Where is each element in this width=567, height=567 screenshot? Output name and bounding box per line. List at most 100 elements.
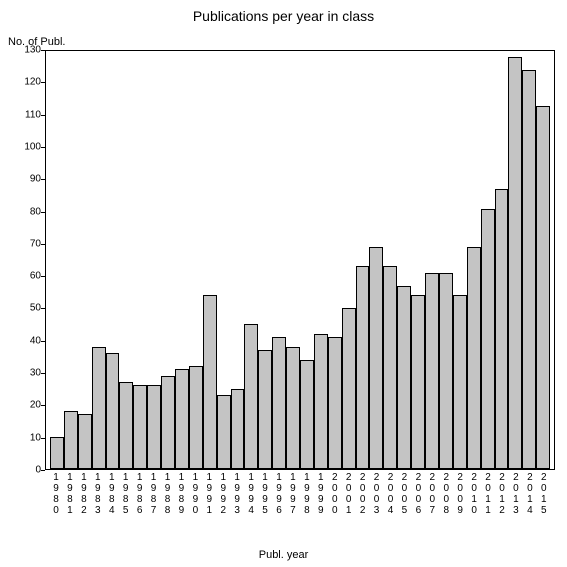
x-tick-label: 1991 (202, 470, 216, 530)
bar (64, 411, 78, 469)
bar-slot (522, 51, 536, 469)
bar (411, 295, 425, 469)
bar-slot (356, 51, 370, 469)
y-tick-label: 50 (30, 303, 41, 314)
bar-slot (217, 51, 231, 469)
bar (189, 366, 203, 469)
x-tick-label: 2010 (467, 470, 481, 530)
bars-group (46, 51, 554, 469)
bar-slot (231, 51, 245, 469)
bar-slot (161, 51, 175, 469)
x-tick-label: 2013 (509, 470, 523, 530)
x-tick-label: 2007 (425, 470, 439, 530)
bar (106, 353, 120, 469)
bar (328, 337, 342, 469)
bar-slot (369, 51, 383, 469)
x-tick-label: 2015 (537, 470, 551, 530)
bar (147, 385, 161, 469)
x-tick-label: 2004 (384, 470, 398, 530)
bar (133, 385, 147, 469)
y-tick-label: 20 (30, 400, 41, 411)
bar (272, 337, 286, 469)
x-tick-label: 1987 (147, 470, 161, 530)
x-tick-label: 2000 (328, 470, 342, 530)
x-tick-label: 1998 (300, 470, 314, 530)
x-tick-label: 1983 (91, 470, 105, 530)
x-tick-label: 2006 (411, 470, 425, 530)
bar (78, 414, 92, 469)
bar (244, 324, 258, 469)
x-tick-label: 1984 (105, 470, 119, 530)
bar (175, 369, 189, 469)
plot-area (45, 50, 555, 470)
bar-slot (189, 51, 203, 469)
bar-slot (147, 51, 161, 469)
bar-slot (133, 51, 147, 469)
bar-slot (244, 51, 258, 469)
x-tick-label: 2005 (397, 470, 411, 530)
x-tick-label: 2008 (439, 470, 453, 530)
bar-slot (397, 51, 411, 469)
bar-slot (342, 51, 356, 469)
bar (342, 308, 356, 469)
bar-slot (508, 51, 522, 469)
bar-slot (383, 51, 397, 469)
bar (300, 360, 314, 469)
bar (119, 382, 133, 469)
x-tick-label: 1995 (258, 470, 272, 530)
y-tick-label: 30 (30, 368, 41, 379)
y-tick-label: 80 (30, 206, 41, 217)
x-tick-label: 1997 (286, 470, 300, 530)
bar-slot (425, 51, 439, 469)
x-tick-label: 1980 (49, 470, 63, 530)
bar-slot (50, 51, 64, 469)
y-tick-label: 60 (30, 271, 41, 282)
bar-slot (258, 51, 272, 469)
bar-slot (536, 51, 550, 469)
x-tick-label: 1990 (188, 470, 202, 530)
bar (203, 295, 217, 469)
bar-slot (495, 51, 509, 469)
y-ticks: 0102030405060708090100110120130 (0, 50, 45, 470)
bar (217, 395, 231, 469)
bar (356, 266, 370, 469)
x-tick-label: 1986 (133, 470, 147, 530)
bar-slot (272, 51, 286, 469)
bar (383, 266, 397, 469)
bar-slot (467, 51, 481, 469)
x-tick-label: 2012 (495, 470, 509, 530)
x-tick-label: 2009 (453, 470, 467, 530)
bar (92, 347, 106, 469)
bar-slot (439, 51, 453, 469)
bar-slot (78, 51, 92, 469)
bar (231, 389, 245, 469)
bar-slot (481, 51, 495, 469)
x-ticks: 1980198119821983198419851986198719881989… (45, 470, 555, 530)
bar (439, 273, 453, 469)
bar (314, 334, 328, 469)
x-axis-label: Publ. year (0, 549, 567, 561)
x-tick-label: 1985 (119, 470, 133, 530)
x-tick-label: 1981 (63, 470, 77, 530)
bar-slot (453, 51, 467, 469)
x-tick-label: 1982 (77, 470, 91, 530)
bar-slot (175, 51, 189, 469)
bar-slot (119, 51, 133, 469)
x-tick-label: 2003 (370, 470, 384, 530)
x-tick-label: 2001 (342, 470, 356, 530)
x-tick-label: 2002 (356, 470, 370, 530)
bar (50, 437, 64, 469)
x-tick-label: 1992 (216, 470, 230, 530)
y-tick-label: 110 (25, 109, 41, 120)
x-tick-label: 1996 (272, 470, 286, 530)
bar-slot (92, 51, 106, 469)
bar (522, 70, 536, 469)
bar-slot (106, 51, 120, 469)
bar (495, 189, 509, 469)
bar-slot (328, 51, 342, 469)
y-tick-label: 120 (24, 77, 41, 88)
chart-container: Publications per year in class No. of Pu… (0, 0, 567, 567)
y-tick-label: 100 (24, 141, 41, 152)
bar (286, 347, 300, 469)
bar (481, 209, 495, 469)
